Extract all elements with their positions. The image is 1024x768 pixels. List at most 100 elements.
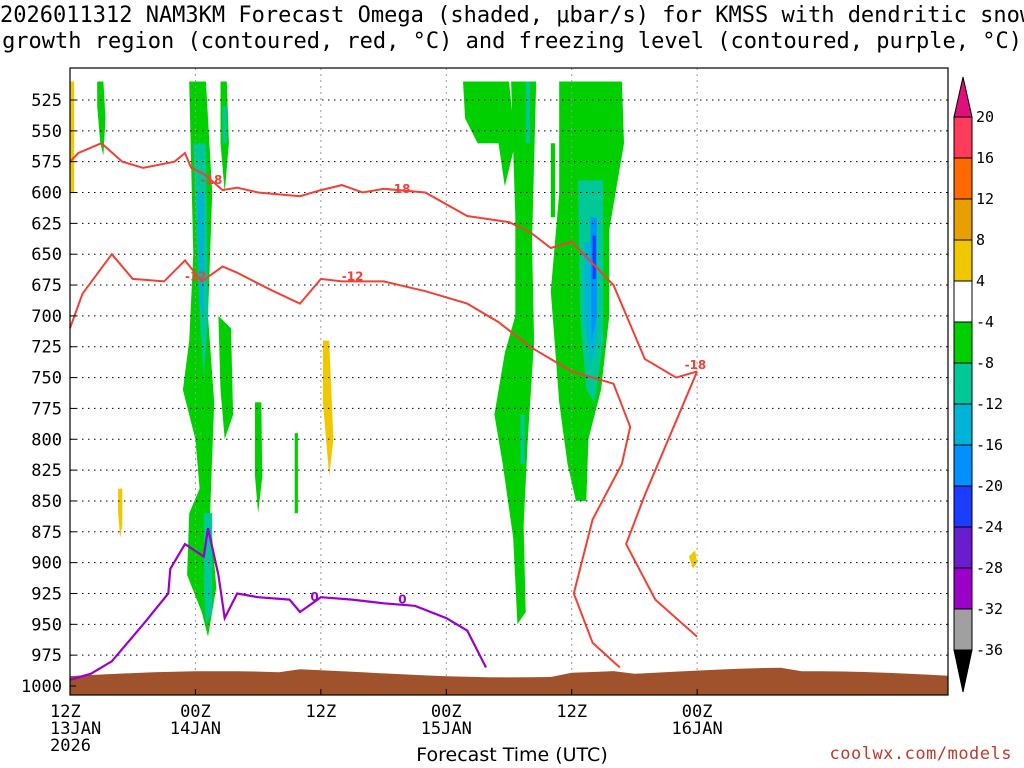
colorbar-label--28: -28: [976, 559, 1003, 577]
contour-label: 0: [310, 590, 318, 604]
omega-region--4: [255, 402, 263, 514]
x-tick-label: 14JAN: [170, 719, 221, 739]
colorbar: 20 16 12 8 4 -4 -8 -12 -16 -20 -24 -28 -32 -36: [953, 76, 1003, 693]
omega-region--8: [520, 414, 525, 464]
colorbar-swatch--20: [953, 485, 973, 528]
y-tick-label-1000: 1000: [21, 677, 62, 697]
chart-title: 2026011312 NAM3KM Forecast Omega (shaded…: [0, 3, 1024, 55]
colorbar-label--20: -20: [976, 477, 1003, 495]
colorbar-label--32: -32: [976, 600, 1003, 618]
y-tick-label-800: 800: [31, 430, 62, 450]
colorbar-swatch-16: [953, 157, 973, 200]
colorbar-label--12: -12: [976, 395, 1003, 413]
omega-shading: [70, 81, 698, 637]
colorbar-swatch--28: [953, 567, 973, 610]
y-tick-label-900: 900: [31, 554, 62, 574]
colorbar-label-20: 20: [976, 108, 994, 126]
freezing-level-contour: [69, 527, 487, 681]
colorbar-label-16: 16: [976, 149, 994, 167]
x-tick-label: 13JAN: [50, 719, 101, 739]
plot-frame: [69, 67, 949, 696]
contours: -18 -18 -18 -12 -12 0 0: [69, 142, 707, 681]
y-tick-label-925: 925: [31, 584, 62, 604]
omega-region--8: [525, 81, 530, 144]
y-tick-label-825: 825: [31, 461, 62, 481]
y-tick-label-600: 600: [31, 184, 62, 204]
y-tick-label-725: 725: [31, 338, 62, 358]
y-tick-label-975: 975: [31, 646, 62, 666]
axes: 525 550 575 600 625 650 675 700 725 750 775 800 825 8…: [21, 91, 723, 756]
y-tick-label-850: 850: [31, 492, 62, 512]
omega-region--8: [222, 106, 227, 144]
title-line-2: growth region (contoured, red, °C) and f…: [2, 29, 1022, 54]
colorbar-swatch--16: [953, 444, 973, 487]
y-tick-label-675: 675: [31, 276, 62, 296]
contour-label: 0: [398, 593, 406, 607]
x-axis-title: Forecast Time (UTC): [416, 744, 608, 766]
y-tick-label-650: 650: [31, 245, 62, 265]
colorbar-swatch-12: [953, 198, 973, 241]
x-tick-label: 16JAN: [672, 719, 723, 739]
colorbar-label-12: 12: [976, 190, 994, 208]
colorbar-label--16: -16: [976, 436, 1003, 454]
colorbar-label--8: -8: [976, 354, 994, 372]
omega-region--4: [97, 81, 106, 156]
contour-label: -18: [201, 173, 223, 187]
x-tick-label: 15JAN: [421, 719, 472, 739]
colorbar-swatch-20: [953, 116, 973, 159]
y-tick-label-775: 775: [31, 399, 62, 419]
contour-label: -12: [342, 269, 364, 283]
x-tick-label: 12Z: [556, 702, 587, 722]
title-line-1: 2026011312 NAM3KM Forecast Omega (shaded…: [0, 3, 1024, 28]
colorbar-swatch--8: [953, 362, 973, 405]
colorbar-top-arrow: [953, 76, 973, 118]
omega-region--4: [463, 81, 516, 187]
y-tick-label-625: 625: [31, 214, 62, 234]
colorbar-swatch--24: [953, 526, 973, 569]
y-tick-label-750: 750: [31, 369, 62, 389]
omega-region-4: [688, 550, 698, 569]
credit-text[interactable]: coolwx.com/models: [829, 744, 1012, 764]
colorbar-bottom-arrow: [953, 649, 973, 693]
dgz-contour-segment: [625, 371, 699, 638]
omega-region--20: [592, 235, 596, 279]
omega-region--4: [494, 81, 537, 625]
colorbar-swatch-8: [953, 239, 973, 282]
omega-region--4: [182, 81, 217, 637]
y-tick-label-575: 575: [31, 153, 62, 173]
y-tick-label-875: 875: [31, 523, 62, 543]
colorbar-swatch-4: [953, 280, 973, 323]
x-tick-label: 00Z: [682, 702, 713, 722]
y-tick-label-700: 700: [31, 307, 62, 327]
x-tick-label: 12Z: [50, 702, 81, 722]
colorbar-label-4: 4: [976, 272, 985, 290]
y-tick-label-950: 950: [31, 615, 62, 635]
omega-region-4: [70, 81, 75, 193]
x-tick-label: 00Z: [431, 702, 462, 722]
terrain-surface: [70, 667, 948, 695]
y-tick-label-525: 525: [31, 91, 62, 111]
colorbar-label--24: -24: [976, 518, 1003, 536]
contour-label: -12: [185, 269, 207, 283]
colorbar-swatch--12: [953, 403, 973, 446]
x-tick-label: 00Z: [180, 702, 211, 722]
terrain: [70, 667, 948, 695]
colorbar-label--36: -36: [976, 641, 1003, 659]
dgz-contour--18: [69, 142, 698, 379]
omega-region--4: [294, 433, 298, 514]
omega-region--4: [550, 143, 555, 218]
omega-region-4: [118, 488, 123, 538]
colorbar-swatch--32: [953, 608, 973, 651]
y-tick-label-550: 550: [31, 122, 62, 142]
contour-label: -18: [389, 182, 411, 196]
dgz-contour--12: [69, 252, 632, 669]
contour-label: -18: [685, 358, 707, 372]
omega-region--4: [218, 315, 234, 440]
x-tick-label: 2026: [50, 736, 91, 756]
colorbar-label-8: 8: [976, 231, 985, 249]
colorbar-label--4: -4: [976, 313, 994, 331]
colorbar-swatch--4: [953, 321, 973, 364]
grid-lines: [70, 68, 948, 695]
x-tick-label: 12Z: [305, 702, 336, 722]
